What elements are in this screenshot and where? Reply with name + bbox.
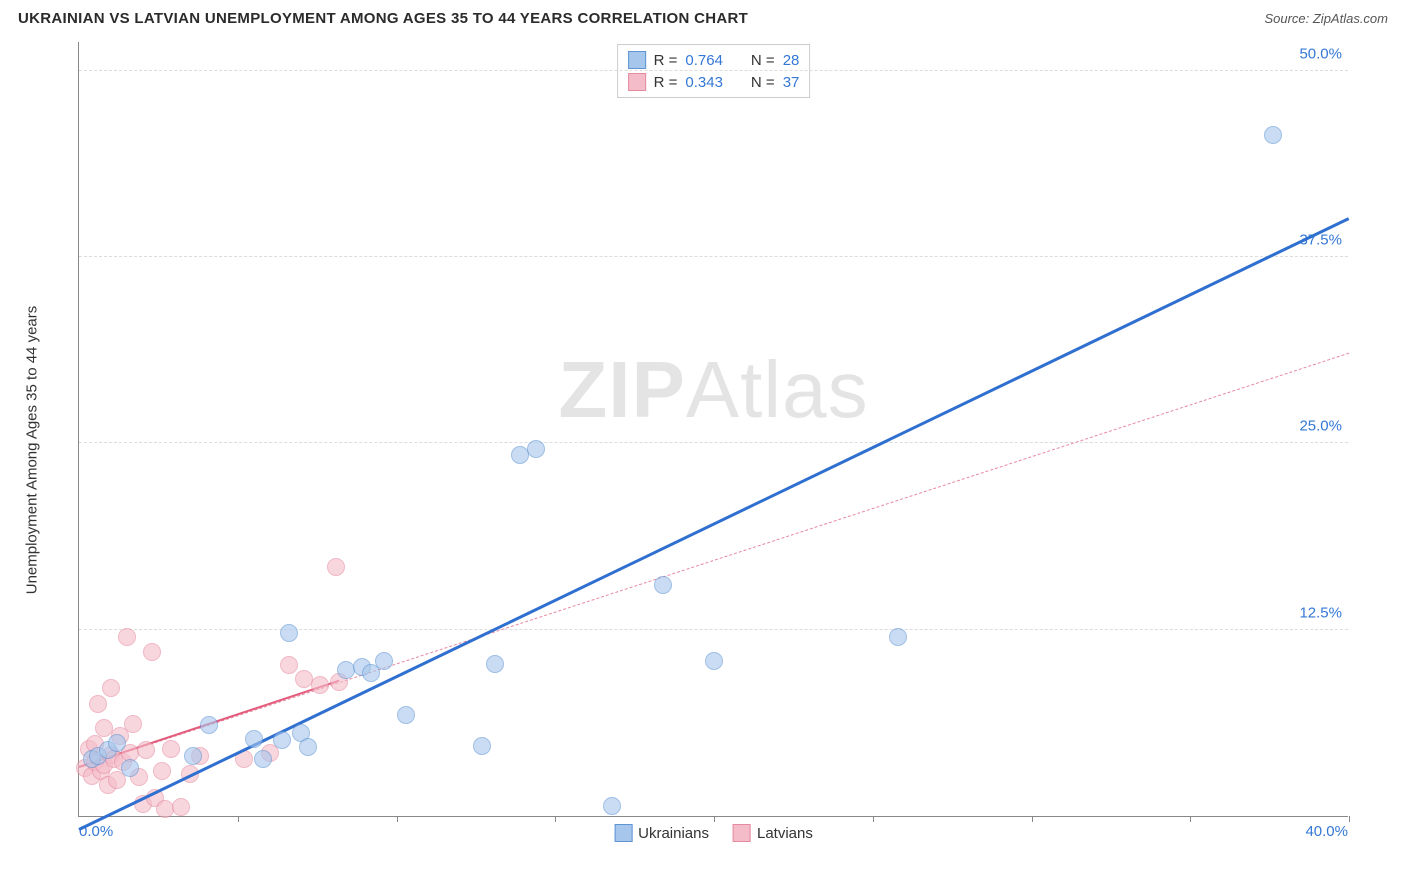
data-point <box>1264 126 1282 144</box>
n-label: N = <box>751 52 775 69</box>
header: UKRAINIAN VS LATVIAN UNEMPLOYMENT AMONG … <box>0 0 1406 33</box>
data-point <box>124 715 142 733</box>
data-point <box>245 730 263 748</box>
data-point <box>280 624 298 642</box>
data-point <box>473 737 491 755</box>
x-tick-mark <box>1349 816 1350 822</box>
source-name: ZipAtlas.com <box>1313 11 1388 26</box>
r-value: 0.764 <box>685 52 723 69</box>
x-axis-max-label: 40.0% <box>1305 823 1348 840</box>
data-point <box>889 628 907 646</box>
grid-line <box>79 629 1348 630</box>
n-label: N = <box>751 74 775 91</box>
data-point <box>280 656 298 674</box>
data-point <box>184 747 202 765</box>
legend-swatch <box>628 73 646 91</box>
data-point <box>299 738 317 756</box>
y-axis-label: Unemployment Among Ages 35 to 44 years <box>24 305 41 594</box>
data-point <box>137 741 155 759</box>
chart-area: Unemployment Among Ages 35 to 44 years Z… <box>50 42 1380 857</box>
x-tick-mark <box>1032 816 1033 822</box>
legend-item: Ukrainians <box>614 824 709 842</box>
data-point <box>327 558 345 576</box>
data-point <box>172 798 190 816</box>
grid-line <box>79 442 1348 443</box>
source-prefix: Source: <box>1264 11 1312 26</box>
x-tick-mark <box>555 816 556 822</box>
data-point <box>311 676 329 694</box>
legend-swatch <box>628 51 646 69</box>
legend-stat-row: R = 0.764 N = 28 <box>628 49 800 71</box>
data-point <box>153 762 171 780</box>
x-tick-mark <box>238 816 239 822</box>
data-point <box>102 679 120 697</box>
data-point <box>603 797 621 815</box>
trend-line <box>78 217 1349 831</box>
watermark: ZIPAtlas <box>558 344 868 436</box>
data-point <box>654 576 672 594</box>
legend-stats: R = 0.764 N = 28 R = 0.343 N = 37 <box>617 44 811 98</box>
y-tick-label: 12.5% <box>1299 604 1342 621</box>
legend-label: Ukrainians <box>638 825 709 842</box>
data-point <box>108 734 126 752</box>
data-point <box>118 628 136 646</box>
x-tick-mark <box>714 816 715 822</box>
legend-swatch <box>733 824 751 842</box>
n-value: 37 <box>783 74 800 91</box>
data-point <box>527 440 545 458</box>
x-tick-mark <box>397 816 398 822</box>
plot-region: ZIPAtlas R =0.764N =28R =0.343N =37 Ukra… <box>78 42 1348 817</box>
data-point <box>397 706 415 724</box>
data-point <box>143 643 161 661</box>
legend-swatch <box>614 824 632 842</box>
trend-line <box>79 353 1349 768</box>
legend-label: Latvians <box>757 825 813 842</box>
y-tick-label: 50.0% <box>1299 45 1342 62</box>
grid-line <box>79 256 1348 257</box>
data-point <box>486 655 504 673</box>
r-value: 0.343 <box>685 74 723 91</box>
data-point <box>200 716 218 734</box>
y-tick-label: 25.0% <box>1299 418 1342 435</box>
r-label: R = <box>654 74 678 91</box>
legend-series: Ukrainians Latvians <box>614 824 813 842</box>
data-point <box>273 731 291 749</box>
grid-line <box>79 70 1348 71</box>
legend-stat-row: R = 0.343 N = 37 <box>628 71 800 93</box>
watermark-part2: Atlas <box>686 345 869 434</box>
x-tick-mark <box>873 816 874 822</box>
data-point <box>705 652 723 670</box>
legend-item: Latvians <box>733 824 813 842</box>
chart-title: UKRAINIAN VS LATVIAN UNEMPLOYMENT AMONG … <box>18 10 748 27</box>
data-point <box>254 750 272 768</box>
source-attribution: Source: ZipAtlas.com <box>1264 11 1388 26</box>
r-label: R = <box>654 52 678 69</box>
data-point <box>162 740 180 758</box>
data-point <box>121 759 139 777</box>
data-point <box>375 652 393 670</box>
n-value: 28 <box>783 52 800 69</box>
x-tick-mark <box>1190 816 1191 822</box>
watermark-part1: ZIP <box>558 345 685 434</box>
data-point <box>89 695 107 713</box>
